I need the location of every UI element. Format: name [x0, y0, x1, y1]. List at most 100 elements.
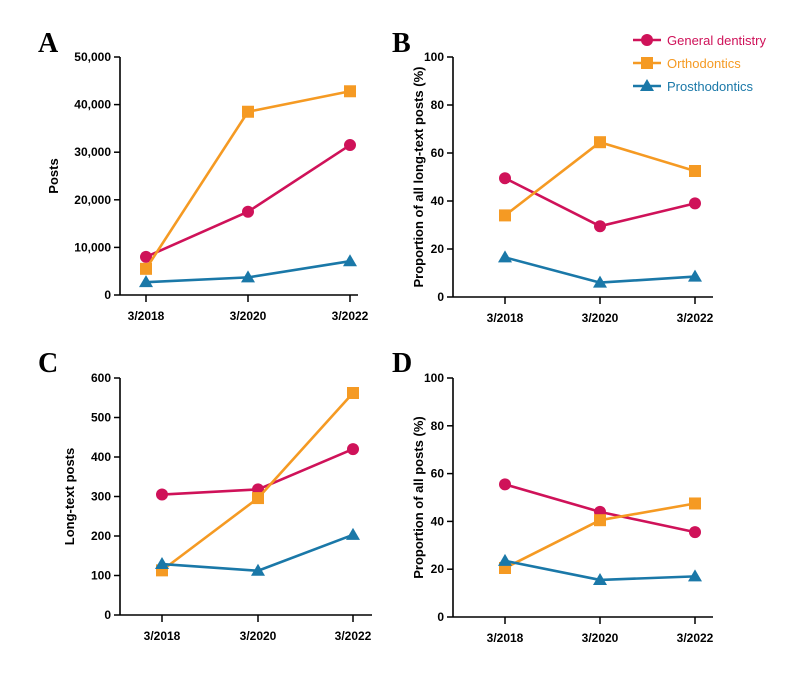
series-prostho — [155, 527, 360, 576]
y-tick-label: 40 — [431, 514, 445, 528]
data-point-prostho — [593, 275, 607, 288]
y-axis-title: Long-text posts — [62, 448, 77, 546]
series-line-general — [504, 177, 696, 228]
x-tick-label: 3/2020 — [230, 309, 267, 323]
x-tick-label: 3/2020 — [240, 629, 277, 643]
data-point-prostho — [498, 250, 512, 263]
x-tick-label: 3/2022 — [677, 311, 714, 325]
y-tick-label: 20,000 — [74, 193, 111, 207]
series-prostho — [498, 553, 702, 585]
y-tick-label: 20 — [431, 562, 445, 576]
x-tick-label: 3/2022 — [332, 309, 369, 323]
y-tick-label: 30,000 — [74, 145, 111, 159]
data-point-ortho — [499, 209, 511, 222]
series-prostho — [498, 250, 702, 288]
legend-entry-orthodontics: Orthodontics — [633, 56, 741, 71]
data-point-general — [499, 172, 511, 185]
legend-label-prosthodontics: Prosthodontics — [667, 79, 753, 94]
data-point-general — [689, 197, 701, 210]
x-tick-label: 3/2020 — [582, 631, 619, 645]
data-point-prostho — [241, 270, 255, 283]
y-tick-label: 100 — [91, 569, 111, 583]
y-tick-label: 600 — [91, 371, 111, 385]
data-point-ortho — [344, 85, 356, 98]
legend-entry-general-dentistry: General dentistry — [633, 33, 766, 48]
y-tick-label: 40 — [431, 194, 445, 208]
y-tick-label: 10,000 — [74, 240, 111, 254]
data-point-prostho — [251, 563, 265, 576]
data-point-prostho — [139, 275, 153, 288]
x-tick-label: 3/2018 — [144, 629, 181, 643]
y-tick-label: 100 — [424, 371, 444, 385]
data-point-ortho — [689, 497, 701, 510]
series-line-general — [145, 143, 351, 259]
data-point-general — [499, 478, 511, 491]
y-tick-label: 500 — [91, 411, 111, 425]
x-tick-label: 3/2020 — [582, 311, 619, 325]
data-point-general — [344, 139, 356, 152]
data-point-ortho — [140, 262, 152, 275]
legend-entry-prosthodontics: Prosthodontics — [633, 79, 753, 94]
series-general — [156, 443, 359, 501]
panel-letter: C — [38, 348, 58, 379]
data-point-ortho — [594, 136, 606, 149]
data-point-prostho — [155, 557, 169, 570]
y-tick-label: 80 — [431, 98, 445, 112]
y-tick-label: 400 — [91, 450, 111, 464]
data-point-ortho — [252, 492, 264, 505]
panel-letter: D — [392, 348, 412, 379]
y-tick-label: 300 — [91, 490, 111, 504]
y-tick-label: 60 — [431, 146, 445, 160]
panel-a: A 0 10,000 20,000 30,000 40,000 50,000 3/2018 3/… — [38, 28, 369, 323]
panel-d: D 0 20 40 60 80 100 3/2018 3/2020 3/2022 Proportio… — [392, 348, 714, 645]
y-tick-label: 40,000 — [74, 98, 111, 112]
y-tick-label: 60 — [431, 467, 445, 481]
legend-label-orthodontics: Orthodontics — [667, 56, 741, 71]
data-point-general — [347, 443, 359, 456]
series-general — [499, 478, 701, 539]
data-point-ortho — [594, 514, 606, 527]
series-line-ortho — [504, 140, 696, 217]
legend-label-general-dentistry: General dentistry — [667, 33, 766, 48]
data-point-prostho — [688, 569, 702, 582]
series-ortho — [499, 136, 701, 222]
data-point-ortho — [347, 387, 359, 400]
y-tick-label: 200 — [91, 529, 111, 543]
x-tick-label: 3/2022 — [335, 629, 372, 643]
y-tick-label: 0 — [104, 608, 111, 622]
data-point-general — [242, 205, 254, 218]
y-tick-label: 0 — [437, 610, 444, 624]
y-tick-label: 80 — [431, 419, 445, 433]
y-axis-title: Proportion of all posts (%) — [411, 416, 426, 579]
data-point-prostho — [343, 254, 357, 267]
data-point-ortho — [242, 105, 254, 118]
series-line-ortho — [161, 392, 354, 572]
series-general — [499, 172, 701, 233]
data-point-prostho — [688, 269, 702, 282]
panel-b: B 0 20 40 60 80 100 3/2018 3/2020 3/2022 Proportio… — [392, 28, 714, 325]
data-point-general — [140, 250, 152, 263]
x-tick-label: 3/2018 — [487, 631, 524, 645]
data-point-general — [689, 526, 701, 539]
data-point-ortho — [689, 165, 701, 177]
data-point-prostho — [593, 572, 607, 585]
panel-letter: A — [38, 28, 59, 59]
y-tick-label: 20 — [431, 242, 445, 256]
y-tick-label: 0 — [437, 290, 444, 304]
y-axis-title: Proportion of all long-text posts (%) — [411, 67, 426, 288]
x-tick-label: 3/2018 — [128, 309, 165, 323]
x-tick-label: 3/2018 — [487, 311, 524, 325]
series-general — [140, 139, 356, 263]
data-point-general — [594, 220, 606, 233]
y-tick-label: 100 — [424, 50, 444, 64]
y-axis-title: Posts — [46, 158, 61, 193]
legend: General dentistry Orthodontics Prosthodo… — [633, 33, 766, 94]
series-ortho — [140, 85, 356, 275]
x-tick-label: 3/2022 — [677, 631, 714, 645]
series-ortho — [156, 387, 359, 577]
y-tick-label: 50,000 — [74, 50, 111, 64]
data-point-general — [156, 488, 168, 501]
data-point-prostho — [498, 553, 512, 566]
y-tick-label: 0 — [104, 288, 111, 302]
